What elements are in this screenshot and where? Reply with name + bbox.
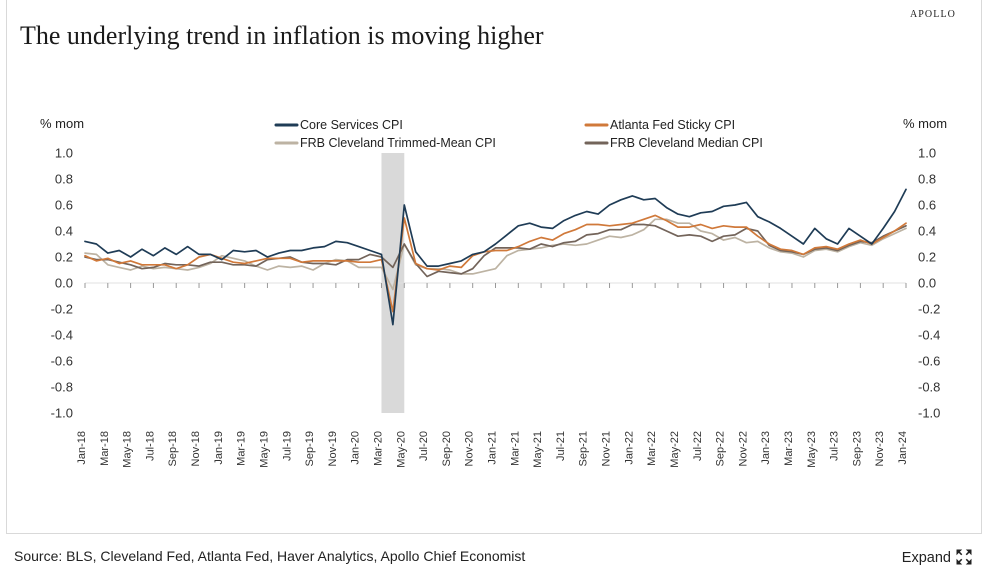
svg-text:% mom: % mom <box>40 116 84 131</box>
svg-text:May-22: May-22 <box>669 431 681 468</box>
svg-text:Core Services CPI: Core Services CPI <box>300 118 403 132</box>
svg-text:Nov-19: Nov-19 <box>327 431 339 466</box>
svg-text:Jan-24: Jan-24 <box>897 431 909 465</box>
svg-text:May-21: May-21 <box>532 431 544 468</box>
svg-text:0.6: 0.6 <box>55 198 73 213</box>
svg-text:Nov-18: Nov-18 <box>190 431 202 466</box>
svg-text:0.0: 0.0 <box>918 276 936 291</box>
svg-text:-0.4: -0.4 <box>51 328 73 343</box>
svg-text:-0.8: -0.8 <box>51 380 73 395</box>
svg-text:Jan-20: Jan-20 <box>350 431 362 465</box>
svg-text:% mom: % mom <box>903 116 947 131</box>
svg-text:Atlanta Fed Sticky CPI: Atlanta Fed Sticky CPI <box>610 118 735 132</box>
svg-text:-0.2: -0.2 <box>51 302 73 317</box>
svg-text:Sep-22: Sep-22 <box>715 431 727 466</box>
svg-text:0.2: 0.2 <box>918 250 936 265</box>
svg-text:0.4: 0.4 <box>55 224 73 239</box>
svg-text:-0.6: -0.6 <box>918 354 940 369</box>
svg-text:Jan-18: Jan-18 <box>76 431 88 465</box>
svg-text:0.6: 0.6 <box>918 198 936 213</box>
svg-text:Nov-21: Nov-21 <box>601 431 613 466</box>
svg-text:Jul-18: Jul-18 <box>144 431 156 461</box>
svg-text:Jan-23: Jan-23 <box>760 431 772 465</box>
svg-text:FRB Cleveland Trimmed-Mean CPI: FRB Cleveland Trimmed-Mean CPI <box>300 136 496 150</box>
svg-text:Sep-18: Sep-18 <box>167 431 179 466</box>
svg-text:Mar-21: Mar-21 <box>509 431 521 466</box>
svg-text:Jan-21: Jan-21 <box>487 431 499 465</box>
svg-text:Jul-19: Jul-19 <box>281 431 293 461</box>
svg-text:Jul-22: Jul-22 <box>692 431 704 461</box>
svg-text:Mar-20: Mar-20 <box>372 431 384 466</box>
svg-text:Sep-19: Sep-19 <box>304 431 316 466</box>
svg-text:Mar-18: Mar-18 <box>99 431 111 466</box>
svg-text:Jul-21: Jul-21 <box>555 431 567 461</box>
svg-text:0.8: 0.8 <box>918 172 936 187</box>
svg-text:-0.4: -0.4 <box>918 328 940 343</box>
svg-text:-0.2: -0.2 <box>918 302 940 317</box>
svg-text:Jan-22: Jan-22 <box>623 431 635 465</box>
svg-text:May-20: May-20 <box>395 431 407 468</box>
svg-text:Sep-23: Sep-23 <box>851 431 863 466</box>
svg-text:Sep-20: Sep-20 <box>441 431 453 466</box>
svg-text:Sep-21: Sep-21 <box>578 431 590 466</box>
svg-text:1.0: 1.0 <box>55 146 73 161</box>
svg-text:-1.0: -1.0 <box>918 406 940 421</box>
svg-text:Jul-23: Jul-23 <box>829 431 841 461</box>
svg-text:0.8: 0.8 <box>55 172 73 187</box>
svg-text:Nov-23: Nov-23 <box>874 431 886 466</box>
svg-text:Mar-22: Mar-22 <box>646 431 658 466</box>
svg-text:May-19: May-19 <box>258 431 270 468</box>
svg-text:-0.6: -0.6 <box>51 354 73 369</box>
svg-text:1.0: 1.0 <box>918 146 936 161</box>
svg-text:Jan-19: Jan-19 <box>213 431 225 465</box>
svg-text:Nov-22: Nov-22 <box>737 431 749 466</box>
svg-text:FRB Cleveland Median CPI: FRB Cleveland Median CPI <box>610 136 763 150</box>
svg-text:Mar-23: Mar-23 <box>783 431 795 466</box>
svg-text:0.0: 0.0 <box>55 276 73 291</box>
svg-text:Nov-20: Nov-20 <box>464 431 476 466</box>
svg-text:0.2: 0.2 <box>55 250 73 265</box>
svg-text:0.4: 0.4 <box>918 224 936 239</box>
svg-text:-0.8: -0.8 <box>918 380 940 395</box>
svg-text:May-18: May-18 <box>122 431 134 468</box>
svg-text:Jul-20: Jul-20 <box>418 431 430 461</box>
svg-text:-1.0: -1.0 <box>51 406 73 421</box>
svg-text:May-23: May-23 <box>806 431 818 468</box>
svg-text:Mar-19: Mar-19 <box>236 431 248 466</box>
